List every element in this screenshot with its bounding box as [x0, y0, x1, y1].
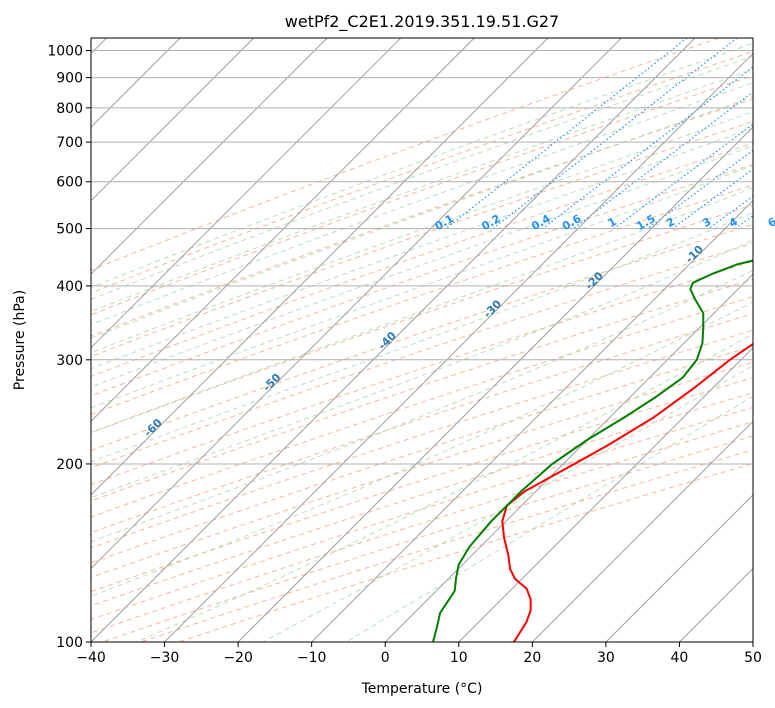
mixing-ratio-label: 2 — [664, 215, 677, 230]
isotherm — [679, 567, 753, 642]
dry-adiabat — [91, 98, 753, 337]
isotherm — [91, 38, 696, 642]
moist-adiabat — [91, 301, 753, 597]
isotherm — [91, 38, 328, 275]
mixing-ratio-label: 0.2 — [479, 212, 502, 233]
isotherm — [531, 420, 753, 642]
moist-adiabat — [91, 55, 753, 300]
moist-adiabat — [91, 82, 753, 326]
y-axis-label: Pressure (hPa) — [12, 290, 28, 390]
isotherm-label: -10 — [683, 242, 706, 265]
moist-adiabat — [91, 187, 753, 433]
x-axis-label: Temperature (°C) — [361, 681, 483, 697]
isotherm — [91, 38, 622, 570]
isotherm — [458, 347, 753, 642]
moist-adiabat — [91, 127, 753, 370]
dry-adiabat — [91, 38, 720, 271]
dry-adiabat — [91, 184, 753, 416]
plot-frame — [90, 37, 754, 643]
y-tick-label: 200 — [56, 457, 83, 473]
moist-adiabat — [91, 96, 753, 339]
mixing-ratio-label: 0.6 — [560, 212, 584, 233]
x-tick-label: −10 — [297, 650, 327, 666]
y-tick-label: 400 — [56, 279, 83, 295]
isotherm — [91, 38, 475, 423]
isotherm — [311, 199, 753, 642]
isotherm — [237, 126, 753, 642]
y-tick-label: 100 — [56, 635, 83, 651]
isotherm — [91, 38, 255, 202]
mixing-ratio-label: 4 — [727, 215, 740, 230]
moist-adiabat — [91, 164, 753, 409]
mixing-ratio-line — [708, 195, 753, 230]
x-tick-label: 20 — [523, 650, 541, 666]
x-tick-label: −40 — [76, 650, 106, 666]
moist-adiabat — [91, 68, 753, 313]
mixing-ratio-line — [734, 214, 753, 230]
dry-adiabat — [91, 406, 753, 620]
moist-adiabat — [91, 42, 753, 288]
y-tick-label: 300 — [56, 353, 83, 369]
moist-adiabat — [135, 333, 753, 642]
moist-adiabat — [346, 395, 753, 642]
mixing-ratio-label: 1.5 — [634, 212, 657, 233]
dry-adiabat — [91, 75, 753, 316]
dry-adiabat — [91, 376, 753, 593]
x-tick-label: 50 — [744, 650, 762, 666]
x-tick-label: 0 — [381, 650, 390, 666]
pressure-grid — [91, 50, 753, 642]
y-axis: 100 200 300 400 500 600 700 800 900 1000 — [47, 44, 91, 651]
dry-adiabat — [91, 329, 753, 549]
x-tick-label: 40 — [671, 650, 689, 666]
mixing-ratio-line — [613, 123, 753, 230]
mixing-ratio-label: 0.1 — [433, 212, 456, 233]
mixing-ratio-line — [542, 66, 753, 230]
mixing-ratio-label: 1 — [606, 215, 619, 230]
dry-adiabat — [91, 164, 753, 397]
isotherm — [164, 52, 753, 642]
y-tick-label: 800 — [56, 101, 83, 117]
moist-adiabat — [262, 364, 753, 642]
y-tick-label: 600 — [56, 175, 83, 191]
isotherm-label: -70 — [24, 460, 47, 483]
mixing-ratio-label: 0.4 — [529, 212, 553, 233]
y-tick-label: 500 — [56, 222, 83, 238]
y-tick-label: 1000 — [47, 44, 83, 60]
isotherm-label: -50 — [260, 371, 283, 394]
mixing-ratio-label: 6 — [766, 215, 775, 230]
isotherm — [384, 273, 753, 642]
isotherm-label: -40 — [376, 329, 399, 352]
x-axis: −40 −30 −20 −10 0 10 20 30 40 50 — [76, 642, 762, 666]
chart-title: wetPf2_C2E1.2019.351.19.51.G27 — [285, 12, 559, 32]
x-tick-label: −20 — [223, 650, 253, 666]
reference-lines — [91, 38, 753, 642]
mixing-ratio-line — [573, 91, 753, 230]
x-tick-label: 10 — [450, 650, 468, 666]
series-group — [432, 259, 753, 642]
dry-adiabat — [91, 278, 753, 502]
x-tick-label: −30 — [150, 650, 180, 666]
isotherm-label: -30 — [481, 297, 504, 320]
y-tick-label: 900 — [56, 71, 83, 87]
y-tick-label: 700 — [56, 135, 83, 151]
isotherm — [91, 38, 549, 496]
mixing-ratio-label: 3 — [700, 215, 713, 230]
dry-adiabat — [91, 242, 753, 469]
x-tick-label: 30 — [597, 650, 615, 666]
isotherm — [605, 494, 753, 642]
series-line-2 — [432, 259, 753, 642]
dry-adiabat — [178, 463, 753, 642]
dry-adiabat — [102, 435, 753, 642]
isotherm — [752, 641, 753, 642]
isotherm — [91, 38, 402, 349]
mixing-ratio-line — [492, 38, 738, 230]
dry-adiabat — [91, 296, 753, 518]
series-line-1 — [501, 342, 753, 642]
moist-adiabat — [91, 111, 753, 354]
